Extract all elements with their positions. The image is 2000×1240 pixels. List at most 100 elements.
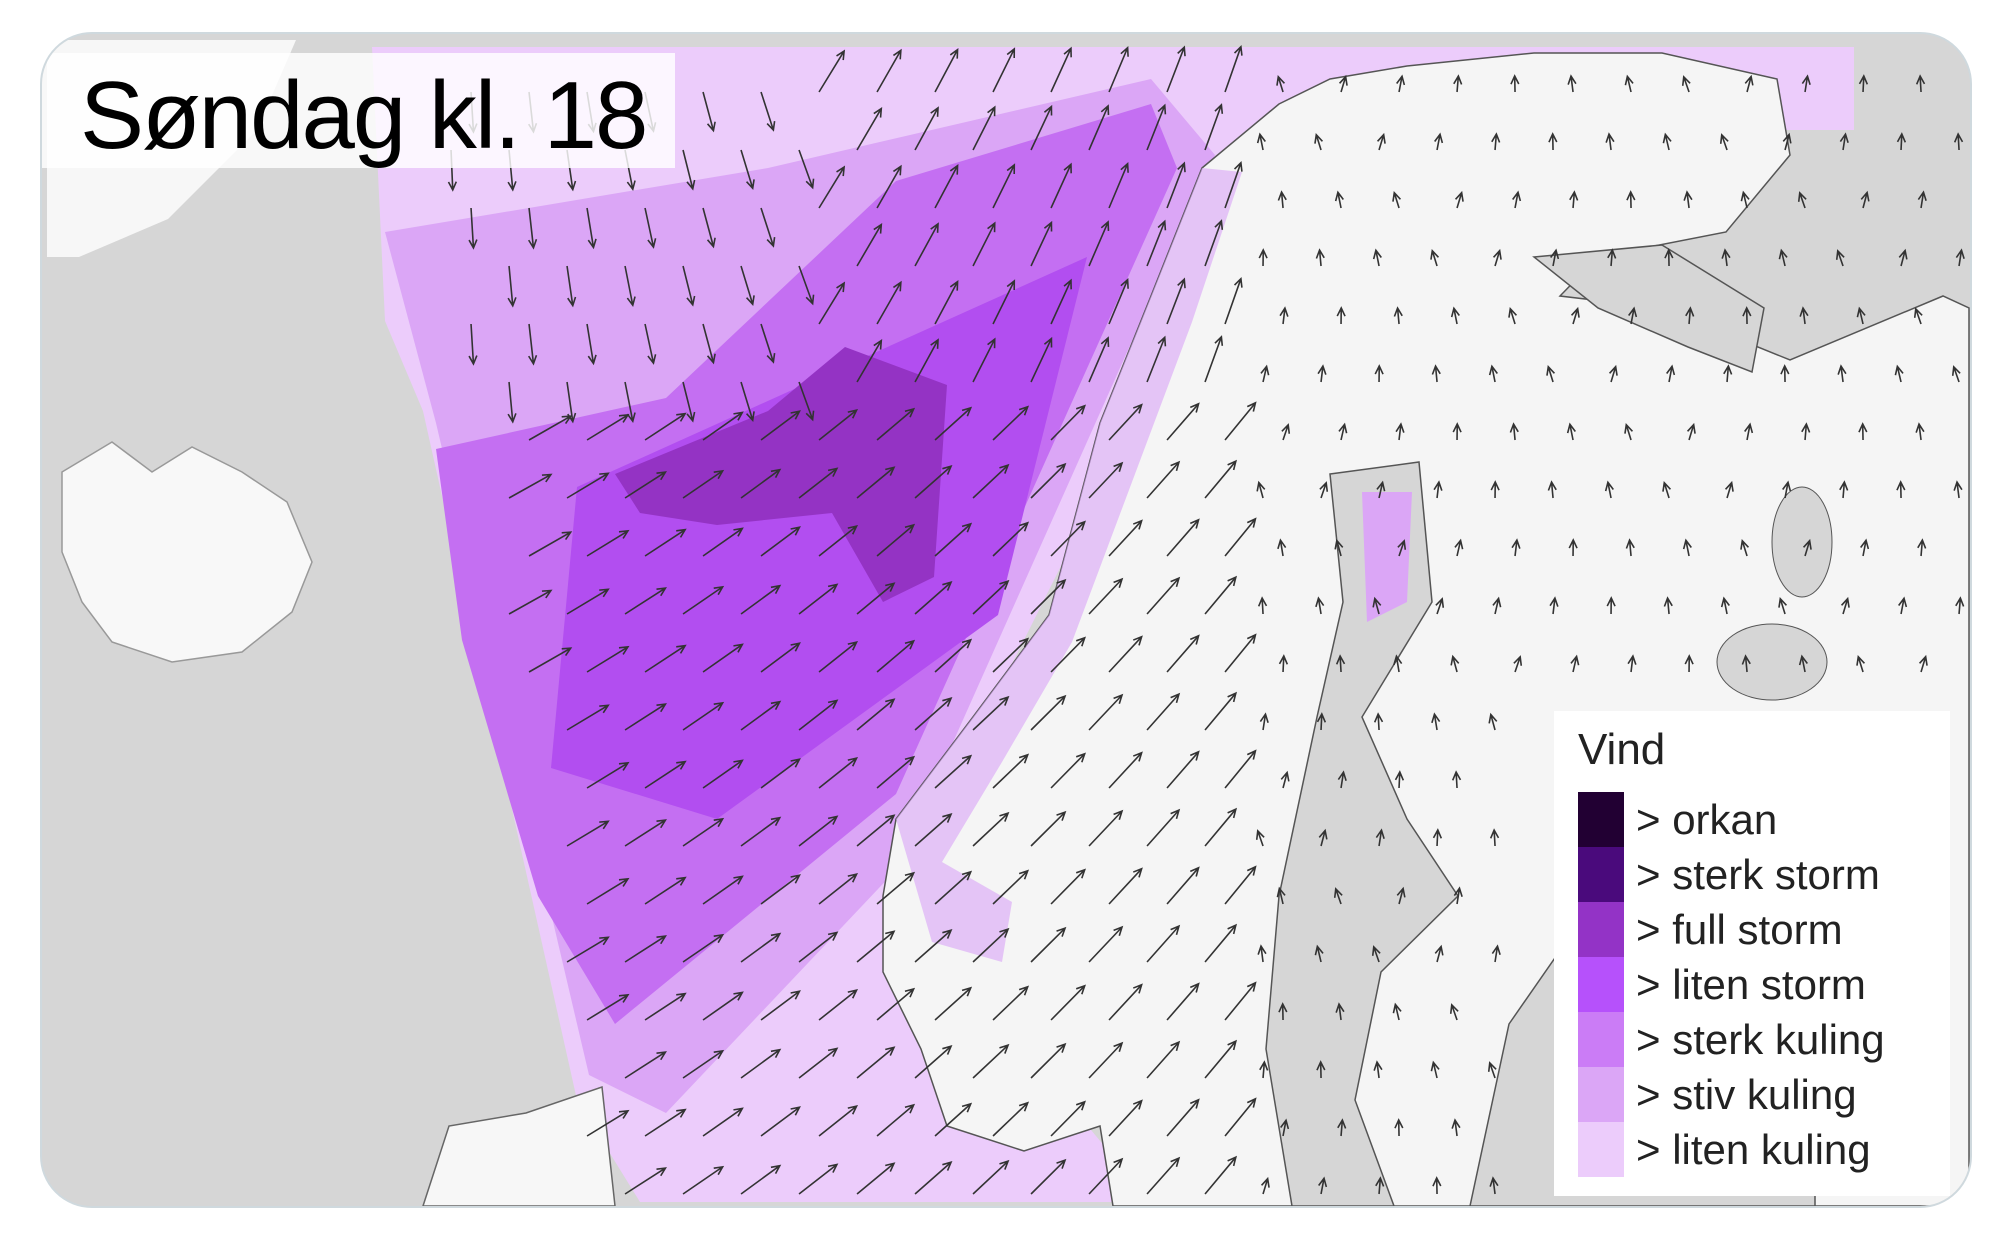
wind-arrow <box>818 756 859 789</box>
wind-arrow <box>1146 1040 1181 1079</box>
wind-arrow <box>1802 538 1812 557</box>
wind-arrow <box>1490 480 1500 499</box>
wind-arrow <box>1488 364 1498 383</box>
wind-arrow <box>624 703 667 731</box>
legend-label: > liten kuling <box>1636 1125 1871 1173</box>
wind-arrow <box>1624 74 1634 93</box>
wind-arrow <box>1433 480 1443 499</box>
wind-arrow <box>798 815 839 847</box>
wind-arrow <box>914 106 939 151</box>
wind-arrow <box>1450 306 1460 325</box>
wind-arrow <box>682 817 725 847</box>
wind-arrow <box>1797 191 1807 209</box>
wind-arrow <box>1684 654 1694 673</box>
wind-arrow <box>1568 538 1578 557</box>
wind-arrow <box>1088 336 1110 383</box>
wind-arrow <box>1724 480 1734 499</box>
wind-arrow <box>1452 422 1462 441</box>
wind-arrow <box>798 149 815 190</box>
wind-arrow <box>1913 307 1923 325</box>
wind-arrow <box>1372 596 1382 615</box>
wind-arrow <box>740 265 755 307</box>
wind-arrow <box>468 323 478 366</box>
wind-arrow <box>1318 828 1328 847</box>
wind-arrow <box>624 265 636 308</box>
wind-arrow <box>1088 577 1124 615</box>
wind-arrow <box>1335 654 1346 673</box>
wind-arrow <box>876 639 916 673</box>
wind-arrow <box>972 811 1010 847</box>
wind-arrow <box>1204 807 1238 847</box>
wind-arrow <box>1277 538 1287 557</box>
wind-arrow <box>1316 712 1327 731</box>
wind-arrow <box>1835 249 1845 267</box>
wind-arrow <box>934 1102 973 1137</box>
wind-arrow <box>1204 335 1224 383</box>
zone-liten-storm <box>551 257 1087 819</box>
wind-arrow <box>1798 654 1808 673</box>
wind-arrow <box>1567 74 1577 93</box>
wind-arrow <box>1317 364 1327 383</box>
wind-arrow <box>972 221 996 267</box>
wind-arrow <box>1108 278 1129 325</box>
wind-arrow <box>1316 1060 1326 1079</box>
wind-arrow <box>972 337 996 383</box>
legend-swatch <box>1578 847 1624 902</box>
wind-arrow <box>856 338 883 383</box>
wind-arrow <box>1146 103 1167 151</box>
wind-arrow <box>624 1167 667 1195</box>
wind-arrow <box>1256 480 1266 499</box>
wind-arrow <box>992 869 1030 905</box>
wind-arrow <box>1491 132 1501 151</box>
wind-arrow <box>1799 306 1809 325</box>
wind-arrow <box>1856 306 1866 325</box>
legend-title: Vind <box>1578 725 1666 774</box>
legend-item: > full storm <box>1578 902 1843 957</box>
wind-arrow <box>644 992 687 1021</box>
wind-arrow <box>760 207 776 248</box>
wind-arrow <box>856 1162 896 1195</box>
wind-arrow <box>972 1043 1010 1079</box>
wind-arrow <box>1259 712 1269 731</box>
wind-arrow <box>1108 519 1143 557</box>
wind-arrow <box>1508 306 1518 325</box>
wind-arrow <box>1801 422 1811 441</box>
wind-arrow <box>1108 1099 1143 1137</box>
wind-arrow <box>934 406 973 441</box>
wind-arrow <box>856 466 896 499</box>
wind-arrow <box>1376 480 1386 499</box>
wind-arrow <box>624 819 667 847</box>
wind-arrow <box>1224 981 1257 1021</box>
wind-arrow <box>760 410 801 441</box>
wind-arrow <box>1666 364 1676 383</box>
legend-item: > sterk kuling <box>1578 1012 1885 1067</box>
wind-arrow <box>1146 1156 1181 1195</box>
wind-arrow <box>856 222 883 267</box>
wind-arrow <box>1431 712 1441 731</box>
wind-arrow <box>1050 520 1086 557</box>
wind-arrow <box>876 48 902 93</box>
wind-arrow <box>1050 278 1072 325</box>
wind-arrow <box>1782 132 1792 151</box>
wind-arrow <box>798 699 839 731</box>
wind-arrow <box>527 323 538 366</box>
wind-arrow <box>818 872 859 905</box>
wind-arrow <box>1371 945 1381 963</box>
wind-arrow <box>1839 132 1849 151</box>
wind-arrow <box>972 695 1010 731</box>
wind-arrow <box>1741 654 1751 673</box>
wind-arrow <box>1955 248 1965 267</box>
wind-arrow <box>818 1104 859 1137</box>
wind-arrow <box>1030 1042 1067 1079</box>
wind-arrow <box>1780 364 1790 383</box>
wind-arrow <box>1224 276 1243 325</box>
wind-arrow <box>740 932 782 963</box>
legend-swatch <box>1578 957 1624 1012</box>
wind-arrow <box>818 165 846 209</box>
wind-arrow <box>1030 104 1053 151</box>
wind-arrow <box>1839 480 1849 499</box>
wind-arrow <box>1315 596 1325 615</box>
wind-arrow <box>1915 74 1926 93</box>
wind-arrow <box>1607 248 1617 267</box>
wind-arrow <box>1740 190 1750 209</box>
